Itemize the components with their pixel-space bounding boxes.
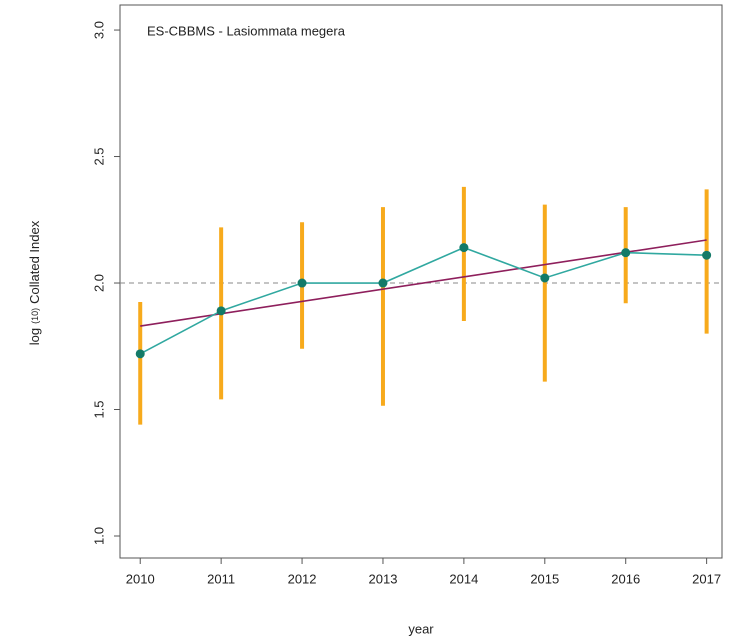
data-point <box>378 278 388 288</box>
plot-frame <box>119 4 723 559</box>
x-tick-label: 2014 <box>449 571 478 586</box>
x-tick-label: 2013 <box>369 571 398 586</box>
x-tick-label: 2010 <box>126 571 155 586</box>
series-line <box>139 246 707 355</box>
x-tick-label: 2011 <box>207 571 235 586</box>
y-label-main: log <box>27 328 42 345</box>
chart-title: ES-CBBMS - Lasiommata megera <box>147 23 346 38</box>
data-point <box>216 306 226 316</box>
x-tick-label: 2015 <box>530 571 559 586</box>
y-label-sub: (10) <box>30 308 40 324</box>
y-tick-label: 1.0 <box>91 527 106 545</box>
data-point <box>297 278 307 288</box>
y-tick-label: 3.0 <box>91 21 106 39</box>
data-point <box>702 250 712 260</box>
data-point <box>540 273 550 283</box>
y-axis-label: log (10) Collated Index <box>27 220 42 345</box>
x-tick-label: 2016 <box>611 571 640 586</box>
y-tick-label: 2.5 <box>91 147 106 165</box>
x-axis-label: year <box>408 621 434 636</box>
y-label-rest: Collated Index <box>27 220 42 304</box>
data-point <box>135 349 145 359</box>
y-tick-label: 1.5 <box>91 400 106 418</box>
data-point <box>459 243 469 253</box>
trend-line <box>140 239 707 327</box>
x-tick-label: 2012 <box>288 571 317 586</box>
y-tick-label: 2.0 <box>91 274 106 292</box>
data-point <box>621 248 631 258</box>
x-tick-label: 2017 <box>692 571 721 586</box>
